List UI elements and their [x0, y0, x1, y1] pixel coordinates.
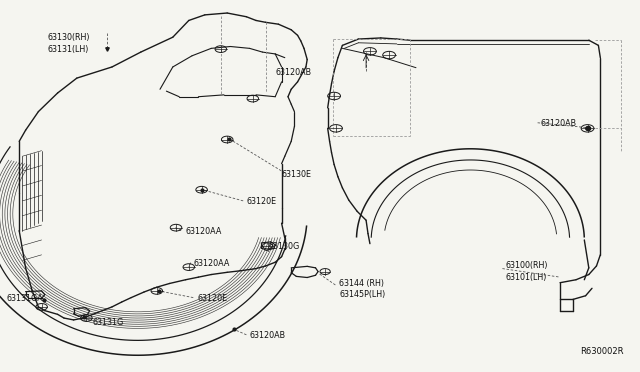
- Text: 63120E: 63120E: [197, 294, 227, 303]
- Text: 63131G: 63131G: [93, 318, 124, 327]
- Text: 63144 (RH): 63144 (RH): [339, 279, 384, 288]
- Text: 63130(RH): 63130(RH): [48, 33, 90, 42]
- Text: 63145P(LH): 63145P(LH): [339, 290, 385, 299]
- Text: 63101(LH): 63101(LH): [506, 273, 547, 282]
- Text: 63100(RH): 63100(RH): [506, 262, 548, 270]
- Text: 63120E: 63120E: [246, 197, 276, 206]
- Text: 63120AA: 63120AA: [186, 227, 222, 236]
- Text: 63130E: 63130E: [282, 170, 312, 179]
- Text: R630002R: R630002R: [580, 347, 624, 356]
- Text: 63130G: 63130G: [269, 242, 300, 251]
- Text: 63131(LH): 63131(LH): [48, 45, 90, 54]
- Text: 63131GA: 63131GA: [6, 294, 43, 303]
- Text: 63120AA: 63120AA: [194, 259, 230, 268]
- Text: 63120AB: 63120AB: [541, 119, 577, 128]
- Text: 63120AB: 63120AB: [275, 68, 311, 77]
- Text: 63120AB: 63120AB: [250, 331, 285, 340]
